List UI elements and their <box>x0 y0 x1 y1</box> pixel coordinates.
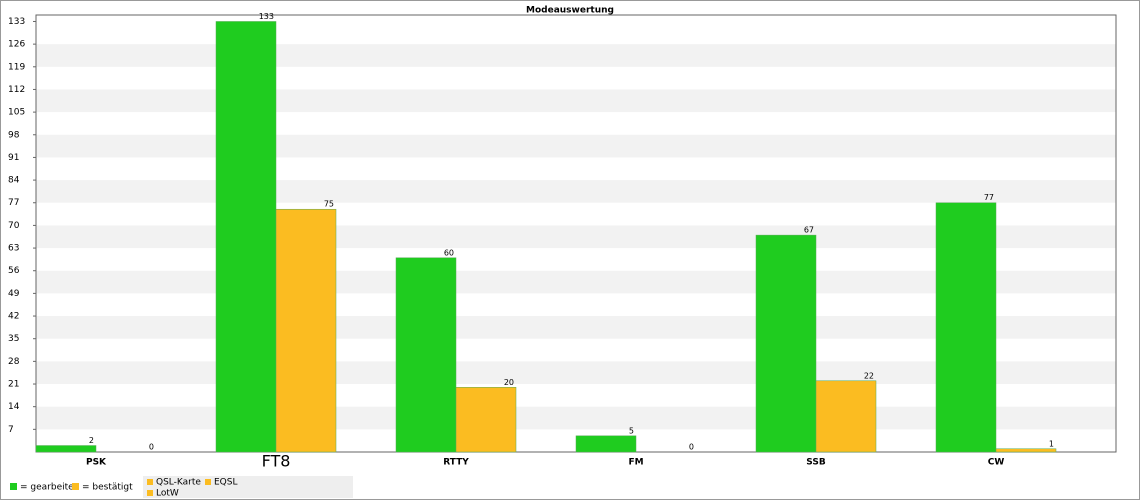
grid-band <box>36 44 1116 67</box>
legend-label: = gearbeitet <box>20 483 78 493</box>
value-label: 75 <box>324 200 334 209</box>
value-label: 67 <box>804 226 814 235</box>
legend-swatch <box>147 490 153 496</box>
y-tick-label: 63 <box>8 244 19 254</box>
x-tick-label: RTTY <box>443 458 469 468</box>
bar <box>215 21 277 453</box>
grid-band <box>36 89 1116 113</box>
y-tick-label: 7 <box>8 425 14 435</box>
y-tick-label: 91 <box>8 153 19 163</box>
bar <box>755 234 817 453</box>
legend-box <box>143 476 353 498</box>
x-tick-label: PSK <box>86 458 107 468</box>
bar <box>995 448 1057 453</box>
value-label: 77 <box>984 193 994 202</box>
value-label: 133 <box>259 12 274 21</box>
y-tick-label: 21 <box>8 380 19 390</box>
bar <box>935 202 997 453</box>
y-tick-label: 14 <box>8 402 20 412</box>
y-tick-label: 35 <box>8 334 19 344</box>
value-label: 0 <box>689 443 694 452</box>
y-tick-label: 126 <box>8 40 25 50</box>
bar <box>275 208 337 453</box>
bar <box>815 380 877 453</box>
y-tick-label: 105 <box>8 108 25 118</box>
value-label: 1 <box>1049 439 1054 448</box>
grid-band <box>36 180 1116 203</box>
y-tick-label: 28 <box>8 357 20 367</box>
x-tick-label: SSB <box>806 458 826 468</box>
y-tick-label: 77 <box>8 198 19 208</box>
grid-band <box>36 134 1116 158</box>
y-tick-label: 84 <box>8 176 20 186</box>
x-tick-label: FT8 <box>262 452 291 471</box>
legend-swatch <box>147 479 153 485</box>
y-tick-label: 42 <box>8 312 19 322</box>
bar <box>395 257 457 453</box>
y-tick-label: 98 <box>8 130 20 140</box>
y-tick-label: 56 <box>8 266 20 276</box>
bar <box>455 387 517 453</box>
y-tick-label: 49 <box>8 289 20 299</box>
legend-swatch <box>10 483 17 490</box>
bar <box>575 435 637 453</box>
legend-swatch <box>72 483 79 490</box>
bar <box>35 445 97 453</box>
y-tick-label: 133 <box>8 17 25 27</box>
y-tick-label: 70 <box>8 221 20 231</box>
x-tick-label: FM <box>628 458 643 468</box>
legend-label: QSL-Karte <box>156 478 201 488</box>
x-tick-label: CW <box>988 458 1005 468</box>
value-label: 60 <box>444 248 454 257</box>
y-tick-label: 119 <box>8 62 25 72</box>
value-label: 22 <box>864 371 874 380</box>
legend-label: = bestätigt <box>82 483 133 493</box>
value-label: 2 <box>89 436 94 445</box>
legend-swatch <box>205 479 211 485</box>
y-tick-label: 112 <box>8 85 25 95</box>
chart-title: Modeauswertung <box>526 6 614 16</box>
value-label: 0 <box>149 443 154 452</box>
value-label: 5 <box>629 426 634 435</box>
legend-label: EQSL <box>214 478 238 488</box>
value-label: 20 <box>504 378 514 387</box>
legend-label: LotW <box>156 489 179 499</box>
